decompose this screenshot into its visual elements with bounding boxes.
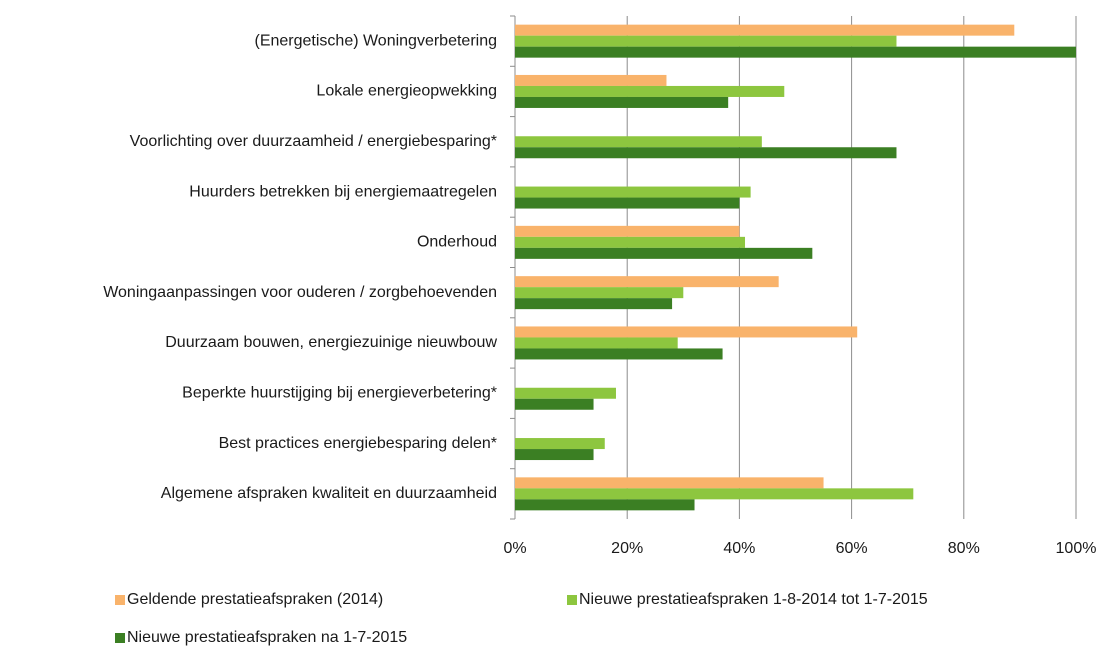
bar <box>515 449 594 461</box>
legend-swatch <box>567 595 577 605</box>
bar <box>515 147 897 159</box>
bar <box>515 225 740 237</box>
bar <box>515 136 762 148</box>
y-tick-label: Onderhoud <box>417 234 497 251</box>
bar <box>515 488 914 500</box>
legend-label: Nieuwe prestatieafspraken na 1-7-2015 <box>127 629 407 646</box>
bar <box>515 85 785 97</box>
x-tick-label: 40% <box>723 540 755 557</box>
x-tick-label: 60% <box>836 540 868 557</box>
bar <box>515 96 729 108</box>
bar <box>515 197 740 209</box>
bar <box>515 326 858 338</box>
x-tick-label: 0% <box>503 540 526 557</box>
bar <box>515 236 746 248</box>
legend-label: Nieuwe prestatieafspraken 1-8-2014 tot 1… <box>579 591 928 608</box>
y-tick-label: Woningaanpassingen voor ouderen / zorgbe… <box>103 284 497 301</box>
bar <box>515 186 751 198</box>
bar <box>515 398 594 410</box>
y-tick-label: Lokale energieopwekking <box>316 83 497 100</box>
bar <box>515 337 678 349</box>
y-tick-label: Beperkte huurstijging bij energieverbete… <box>182 384 497 401</box>
legend-swatch <box>115 633 125 643</box>
bar <box>515 387 616 399</box>
bar <box>515 276 779 288</box>
x-tick-label: 100% <box>1056 540 1097 557</box>
y-tick-label: (Energetische) Woningverbetering <box>255 32 498 49</box>
bar <box>515 499 695 511</box>
bar <box>515 298 673 310</box>
bar <box>515 348 723 360</box>
bar <box>515 477 824 489</box>
bar <box>515 46 1076 58</box>
bar <box>515 35 897 47</box>
y-tick-label: Huurders betrekken bij energiemaatregele… <box>189 183 497 200</box>
legend-label: Geldende prestatieafspraken (2014) <box>127 591 383 608</box>
bar <box>515 438 605 450</box>
y-tick-label: Voorlichting over duurzaamheid / energie… <box>130 133 497 150</box>
bar <box>515 74 667 86</box>
x-tick-label: 80% <box>948 540 980 557</box>
y-tick-label: Algemene afspraken kwaliteit en duurzaam… <box>161 485 497 502</box>
bar <box>515 247 813 259</box>
bar <box>515 24 1015 36</box>
bar <box>515 287 684 299</box>
y-tick-label: Best practices energiebesparing delen* <box>219 435 497 452</box>
legend-swatch <box>115 595 125 605</box>
x-tick-label: 20% <box>611 540 643 557</box>
y-tick-label: Duurzaam bouwen, energiezuinige nieuwbou… <box>165 334 497 351</box>
